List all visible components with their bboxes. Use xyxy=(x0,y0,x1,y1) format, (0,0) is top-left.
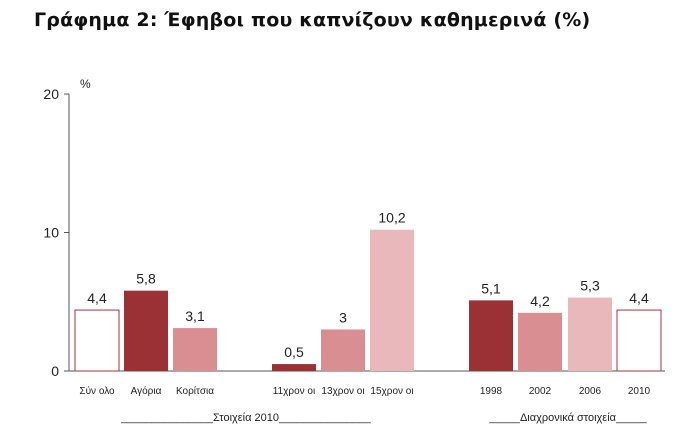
bar xyxy=(370,229,414,371)
data-label: 5,1 xyxy=(481,280,501,296)
chart-title: Γράφημα 2: Έφηβοι που καπνίζουν καθημερι… xyxy=(34,9,591,31)
bar xyxy=(272,364,316,371)
x-tick-label: 15χρον οι xyxy=(370,386,413,397)
bar xyxy=(74,309,120,372)
bar xyxy=(469,300,513,371)
x-tick-label: 11χρον οι xyxy=(273,386,315,397)
data-label: 4,4 xyxy=(629,290,649,306)
data-label: 0,5 xyxy=(284,344,304,360)
x-tick-label: 2010 xyxy=(628,386,651,397)
data-label: 3 xyxy=(339,309,347,325)
data-label: 5,3 xyxy=(580,278,600,294)
x-tick-label: 2002 xyxy=(529,386,552,397)
y-tick-label: 0 xyxy=(51,363,59,379)
x-tick-label: Σύν ολο xyxy=(79,385,115,397)
data-label: 5,8 xyxy=(136,271,156,287)
group-label: _______________Στοιχεία 2010____________… xyxy=(120,412,371,424)
bar xyxy=(518,312,562,371)
x-tick-label: 13χρον οι xyxy=(321,386,364,397)
x-tick-label: 2006 xyxy=(579,386,602,397)
bar xyxy=(173,328,217,371)
bar xyxy=(321,329,365,371)
bar xyxy=(568,297,612,371)
data-label: 4,2 xyxy=(530,293,550,309)
y-tick-label: 10 xyxy=(43,225,59,241)
bar xyxy=(616,309,662,372)
x-tick-label: Κορίτσια xyxy=(176,385,214,397)
y-tick-label: 20 xyxy=(43,86,59,102)
data-label: 10,2 xyxy=(378,210,405,226)
data-label: 3,1 xyxy=(185,308,205,324)
data-label: 4,4 xyxy=(87,290,107,306)
group-label: _____Διαχρονικά στοιχεία_____ xyxy=(488,412,647,424)
y-axis-unit: % xyxy=(80,77,91,91)
x-tick-label: Αγόρια xyxy=(131,385,162,397)
bar xyxy=(124,290,168,371)
x-tick-label: 1998 xyxy=(480,386,503,397)
